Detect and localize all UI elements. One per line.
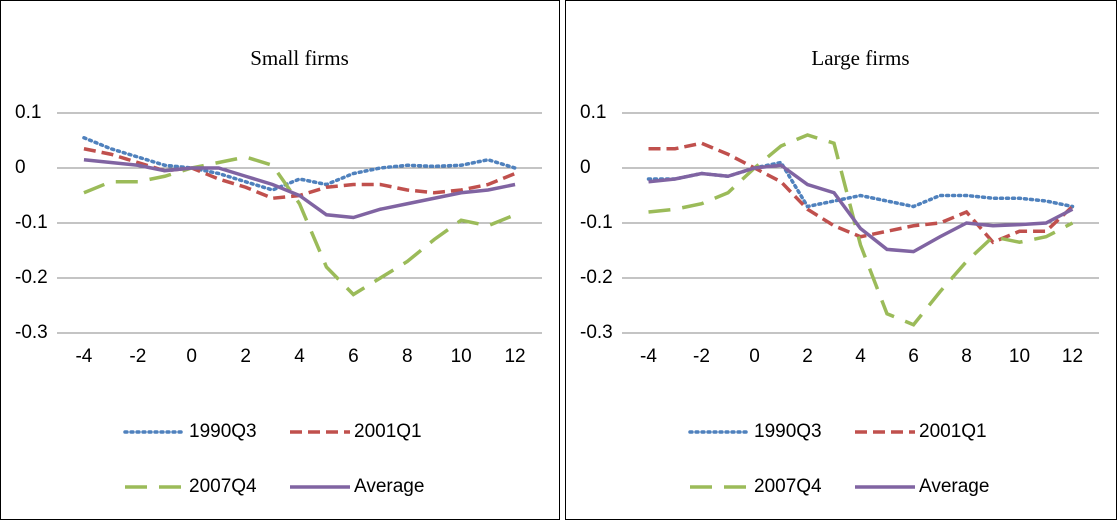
x-tick-label: 2 xyxy=(802,346,813,367)
y-tick-label: -0.2 xyxy=(15,267,48,288)
x-tick-label: 12 xyxy=(504,346,525,367)
x-tick-label: 2 xyxy=(240,346,251,367)
legend-label: 2001Q1 xyxy=(354,421,422,442)
series-line xyxy=(646,160,1075,209)
chart-title: Large firms xyxy=(811,46,909,70)
x-tick-label: 8 xyxy=(961,346,972,367)
series-line xyxy=(83,155,516,297)
series-line xyxy=(82,136,517,192)
x-tick-label: 8 xyxy=(402,346,413,367)
x-tick-label: -2 xyxy=(129,346,146,367)
x-tick-label: 4 xyxy=(855,346,866,367)
panel-border xyxy=(565,0,1117,520)
y-tick-label: -0.1 xyxy=(580,212,613,233)
x-tick-label: -4 xyxy=(640,346,657,367)
x-tick-label: 4 xyxy=(294,346,305,367)
series-line xyxy=(83,158,516,220)
x-tick-label: 0 xyxy=(749,346,760,367)
y-tick-label: -0.3 xyxy=(580,322,613,343)
series-line xyxy=(648,163,1074,254)
legend-label: 1990Q3 xyxy=(754,421,822,442)
chart-title: Small firms xyxy=(250,46,349,70)
legend-label: 2007Q4 xyxy=(754,476,822,497)
x-tick-label: 0 xyxy=(186,346,197,367)
series-line xyxy=(83,147,516,201)
x-tick-label: 10 xyxy=(451,346,472,367)
legend-label: 1990Q3 xyxy=(189,421,257,442)
y-tick-label: 0.1 xyxy=(580,102,606,123)
legend-label: Average xyxy=(919,476,989,497)
legend-label: Average xyxy=(354,476,424,497)
legend-label: 2001Q1 xyxy=(919,421,987,442)
panel-border xyxy=(0,0,560,520)
y-tick-label: -0.2 xyxy=(580,267,613,288)
x-tick-label: 6 xyxy=(908,346,919,367)
y-tick-label: 0.1 xyxy=(15,102,41,123)
x-tick-label: -2 xyxy=(693,346,710,367)
y-tick-label: 0 xyxy=(580,157,591,178)
x-tick-label: 12 xyxy=(1062,346,1083,367)
y-tick-label: -0.3 xyxy=(15,322,48,343)
legend-label: 2007Q4 xyxy=(189,476,257,497)
series-line xyxy=(648,133,1074,327)
x-tick-label: 6 xyxy=(348,346,359,367)
x-tick-label: 10 xyxy=(1009,346,1030,367)
y-tick-label: 0 xyxy=(15,157,26,178)
y-tick-label: -0.1 xyxy=(15,212,48,233)
x-tick-label: -4 xyxy=(75,346,92,367)
